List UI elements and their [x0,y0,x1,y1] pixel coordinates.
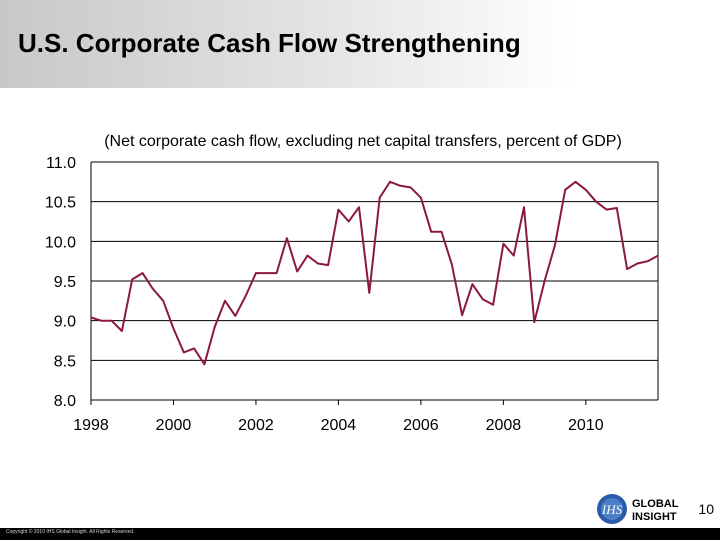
y-tick-label: 10.0 [45,234,76,251]
y-tick-label: 11.0 [46,155,76,172]
chart-subtitle: (Net corporate cash flow, excluding net … [104,133,622,150]
copyright-notice: Copyright © 2010 IHS Global Insight. All… [6,529,135,535]
y-tick-label: 8.0 [54,393,76,410]
x-tick-label: 2006 [403,417,439,434]
line-chart: 8.0 8.5 9.0 9.5 10.0 10.5 11.0 1998 2000 2002 200… [45,155,659,434]
x-tick-label: 1998 [73,417,109,434]
y-tick-label: 9.5 [54,274,76,291]
x-tick-label: 2010 [568,417,604,434]
y-tick-label: 10.5 [45,195,76,212]
ihs-global-insight-logo: IHS GLOBAL INSIGHT [597,494,679,524]
x-tick-label: 2008 [486,417,522,434]
page-number: 10 [698,501,714,517]
y-tick-label: 9.0 [54,314,76,331]
x-tick-label: 2000 [156,417,192,434]
title-bar: U.S. Corporate Cash Flow Strengthening [0,0,720,88]
svg-text:INSIGHT: INSIGHT [632,511,677,523]
svg-text:IHS: IHS [601,502,623,517]
y-tick-label: 8.5 [54,353,76,370]
x-tick-label: 2004 [321,417,357,434]
footer-bar: Copyright © 2010 IHS Global Insight. All… [0,528,720,540]
x-tick-label: 2002 [238,417,274,434]
slide-title: U.S. Corporate Cash Flow Strengthening [18,28,521,58]
svg-text:GLOBAL: GLOBAL [632,498,679,510]
series-line-cash-flow [90,180,659,366]
